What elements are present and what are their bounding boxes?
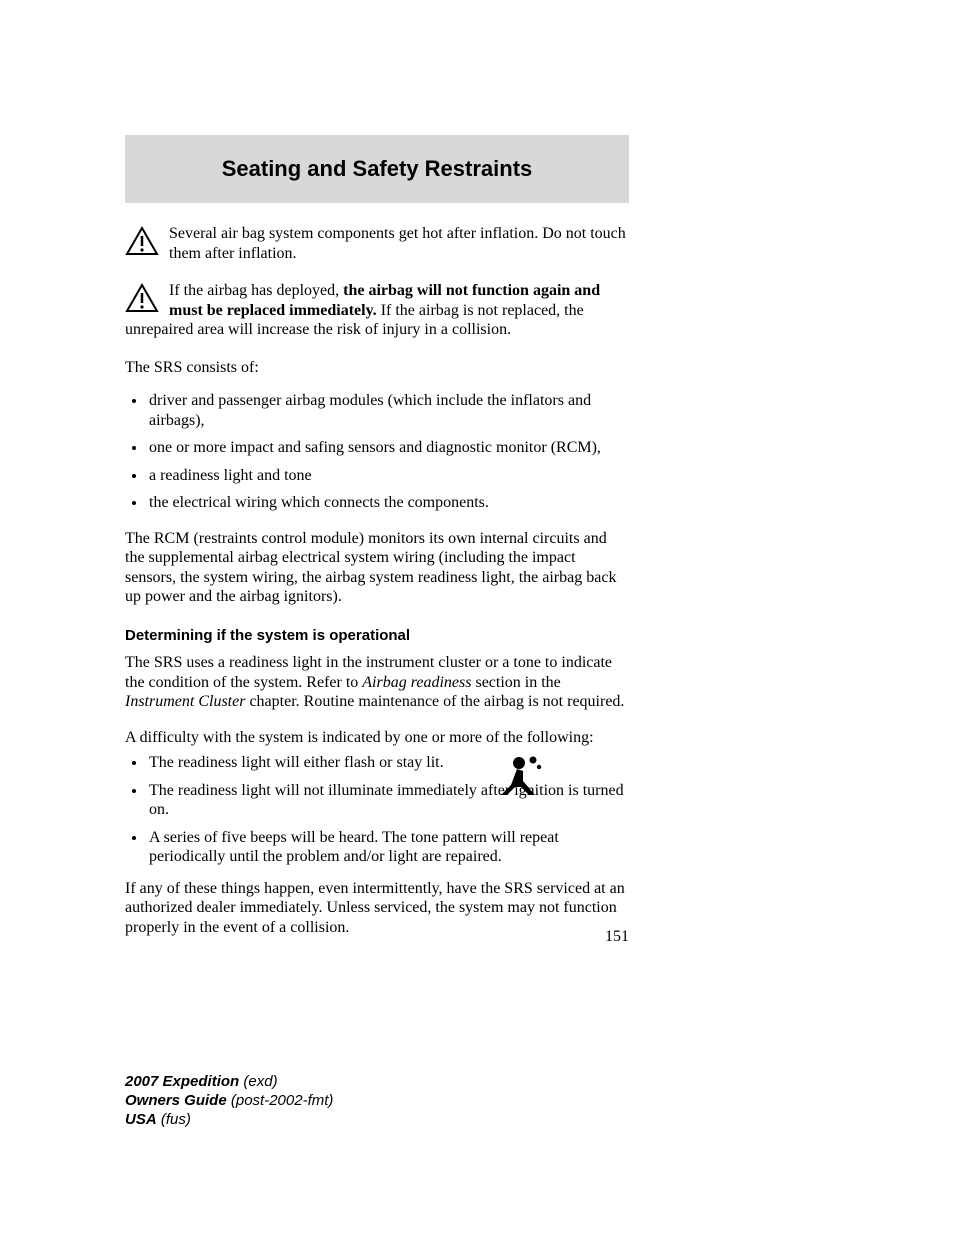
warning-text: Several air bag system components get ho… [125, 224, 629, 263]
footer-bold: USA [125, 1111, 157, 1128]
difficulty-intro: A difficulty with the system is indicate… [125, 728, 629, 748]
srs-list: driver and passenger airbag modules (whi… [125, 391, 629, 513]
difficulty-section: The readiness light will either flash or… [125, 753, 629, 867]
list-item: the electrical wiring which connects the… [147, 493, 629, 513]
footer-bold: Owners Guide [125, 1092, 227, 1109]
airbag-person-icon [497, 755, 549, 803]
subheading: Determining if the system is operational [125, 627, 629, 645]
document-page: Seating and Safety Restraints Several ai… [0, 0, 954, 1235]
para-text: section in the [471, 674, 560, 691]
footer-line: 2007 Expedition (exd) [125, 1072, 333, 1091]
para-italic: Airbag readiness [362, 674, 471, 691]
footer-italic: (exd) [243, 1073, 277, 1090]
footer-line: Owners Guide (post-2002-fmt) [125, 1091, 333, 1110]
list-item: A series of five beeps will be heard. Th… [147, 828, 629, 867]
difficulty-list: The readiness light will either flash or… [125, 753, 629, 867]
para-italic: Instrument Cluster [125, 693, 245, 710]
section-title: Seating and Safety Restraints [222, 156, 533, 182]
determining-paragraph: The SRS uses a readiness light in the in… [125, 653, 629, 712]
warning-triangle-icon [125, 283, 159, 319]
footer: 2007 Expedition (exd) Owners Guide (post… [125, 1072, 333, 1130]
para-text: chapter. Routine maintenance of the airb… [245, 693, 624, 710]
footer-line: USA (fus) [125, 1110, 333, 1129]
warning-text-pre: If the airbag has deployed, [169, 282, 343, 299]
list-item: The readiness light will not illuminate … [147, 781, 629, 820]
page-number: 151 [125, 928, 629, 946]
srs-intro: The SRS consists of: [125, 358, 629, 378]
list-item: The readiness light will either flash or… [147, 753, 449, 773]
warning-text: If the airbag has deployed, the airbag w… [125, 281, 629, 340]
section-header: Seating and Safety Restraints [125, 135, 629, 203]
warning-block: Several air bag system components get ho… [125, 224, 629, 263]
rcm-paragraph: The RCM (restraints control module) moni… [125, 529, 629, 607]
warning-block: If the airbag has deployed, the airbag w… [125, 281, 629, 340]
page-content: Several air bag system components get ho… [125, 224, 629, 951]
footer-italic: (fus) [161, 1111, 191, 1128]
footer-italic: (post-2002-fmt) [231, 1092, 334, 1109]
list-item: a readiness light and tone [147, 466, 629, 486]
footer-bold: 2007 Expedition [125, 1073, 239, 1090]
warning-triangle-icon [125, 226, 159, 262]
list-item: driver and passenger airbag modules (whi… [147, 391, 629, 430]
list-item: one or more impact and safing sensors an… [147, 438, 629, 458]
